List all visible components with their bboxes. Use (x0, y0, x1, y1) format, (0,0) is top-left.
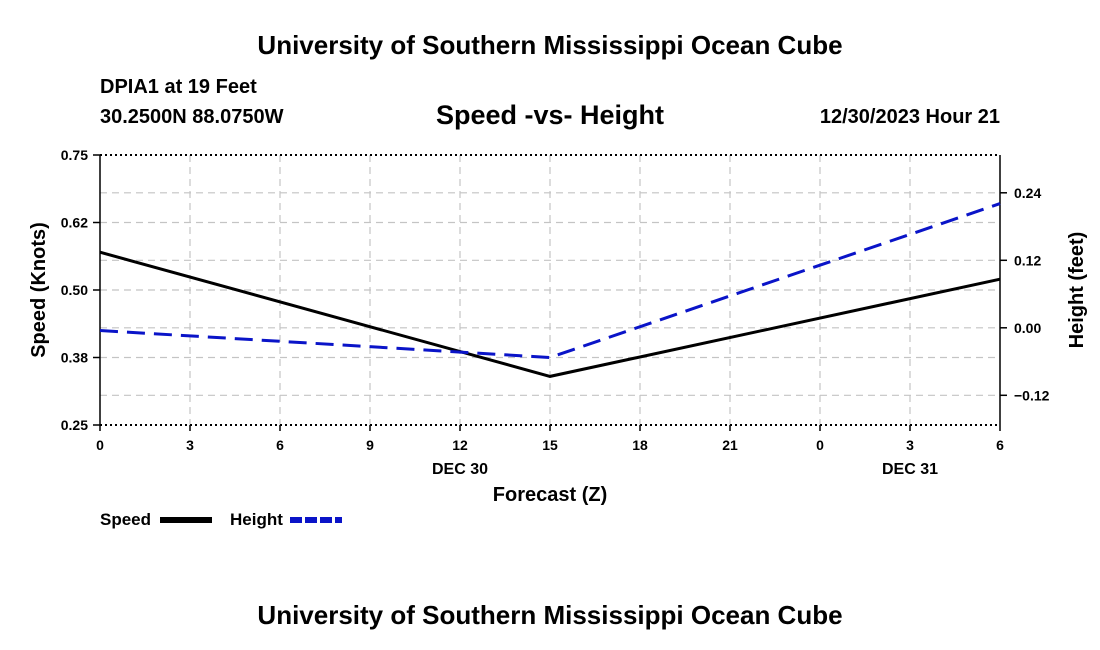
series-line-height (99, 202, 1001, 360)
x-axis-tick-label: 3 (906, 437, 914, 453)
page-title: University of Southern Mississippi Ocean… (257, 30, 843, 60)
right-axis-tick-label: 0.00 (1014, 320, 1041, 336)
legend-label-height: Height (230, 510, 283, 529)
x-axis-tick-label: 15 (542, 437, 558, 453)
left-axis-tick-label: 0.38 (61, 350, 88, 366)
legend-label-speed: Speed (100, 510, 151, 529)
x-axis-title: Forecast (Z) (493, 484, 607, 506)
right-axis-tick-label: 0.12 (1014, 252, 1041, 268)
x-axis-tick-label: 12 (452, 437, 468, 453)
footer-title: University of Southern Mississippi Ocean… (257, 600, 843, 630)
x-axis-tick-label: 6 (276, 437, 284, 453)
x-axis-tick-label: 0 (816, 437, 824, 453)
x-axis-date-label: DEC 30 (432, 461, 488, 478)
x-axis-tick-label: 0 (96, 437, 104, 453)
left-axis-tick-label: 0.75 (61, 147, 88, 163)
x-axis-tick-label: 9 (366, 437, 374, 453)
left-axis-tick-label: 0.62 (61, 215, 88, 231)
station-coordinates: 30.2500N 88.0750W (100, 106, 284, 128)
x-axis-tick-label: 6 (996, 437, 1004, 453)
chart-title: Speed -vs- Height (435, 100, 665, 130)
right-axis-title: Height (feet) (1066, 232, 1088, 349)
left-axis-title: Speed (Knots) (28, 222, 50, 358)
left-axis-tick-label: 0.50 (61, 282, 88, 298)
x-axis-tick-label: 21 (722, 437, 738, 453)
station-label: DPIA1 at 19 Feet (100, 76, 257, 98)
left-axis-tick-label: 0.25 (61, 417, 88, 433)
speed-height-chart: 0.25 0.38 0.50 0.62 0.75 −0.12 0.00 0.12 0.24 0 3 6… (28, 147, 1088, 529)
series-line-speed (99, 250, 1001, 378)
x-axis-tick-label: 3 (186, 437, 194, 453)
x-axis-date-label: DEC 31 (882, 461, 938, 478)
forecast-datetime: 12/30/2023 Hour 21 (819, 106, 1000, 128)
x-axis-tick-label: 18 (632, 437, 648, 453)
right-axis-tick-label: 0.24 (1014, 185, 1041, 201)
right-axis-tick-label: −0.12 (1014, 387, 1050, 403)
